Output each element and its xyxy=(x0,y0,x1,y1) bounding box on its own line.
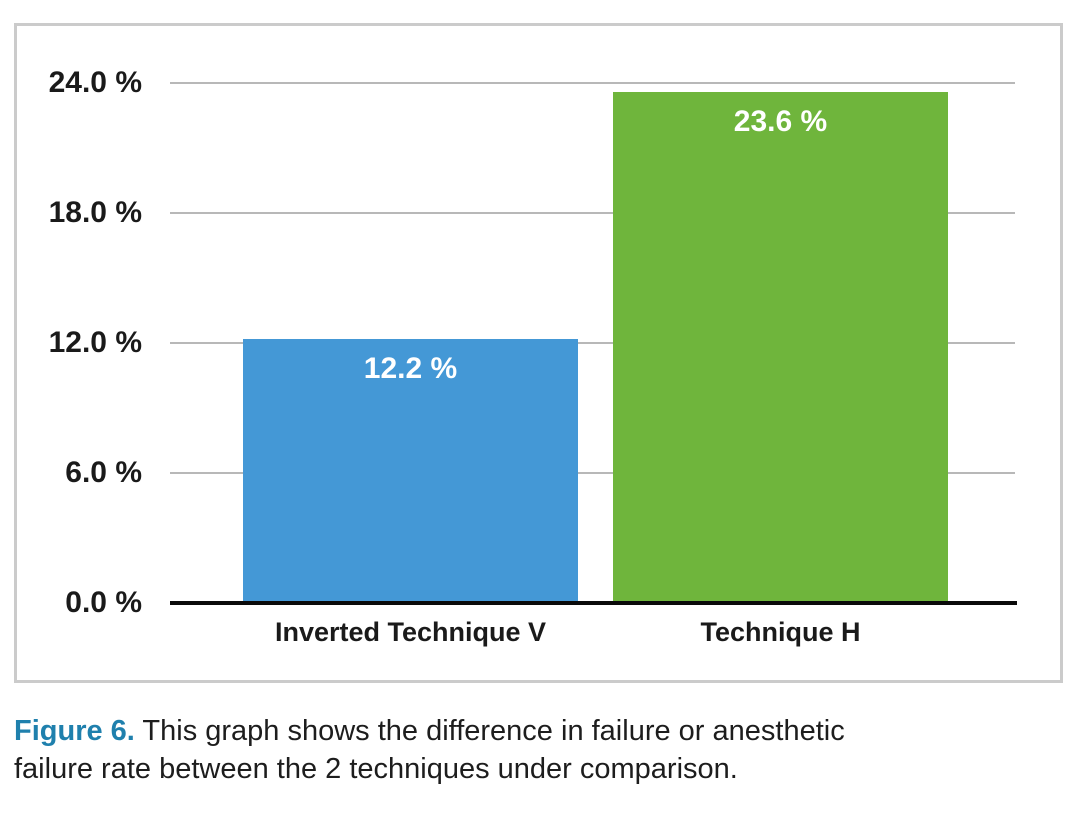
figure-caption: Figure 6. This graph shows the differenc… xyxy=(14,712,1044,788)
x-category-label-technique-h: Technique H xyxy=(700,617,861,647)
gridline-12 xyxy=(170,342,1015,344)
caption-figure-label: Figure 6. xyxy=(14,715,135,747)
y-tick-label-18: 18.0 % xyxy=(48,196,142,229)
y-tick-label-6: 6.0 % xyxy=(65,456,142,489)
x-axis-line xyxy=(170,601,1017,605)
x-category-label-inverted-technique-v: Inverted Technique V xyxy=(274,617,547,647)
caption-line-1: Figure 6. This graph shows the differenc… xyxy=(14,712,1044,750)
gridline-6 xyxy=(170,472,1015,474)
y-tick-label-0: 0.0 % xyxy=(65,586,142,619)
bar-technique-h: 23.6 % xyxy=(613,91,948,603)
y-tick-label-24: 24.0 % xyxy=(48,66,142,99)
gridline-24 xyxy=(170,82,1015,84)
bar-inverted-technique-v: 12.2 % xyxy=(243,338,578,603)
bar-value-label: 23.6 % xyxy=(733,104,828,138)
bar-value-label: 12.2 % xyxy=(363,351,458,385)
gridline-18 xyxy=(170,212,1015,214)
caption-line-1-text: This graph shows the difference in failu… xyxy=(142,715,845,747)
plot-area: 24.0 % 18.0 % 12.0 % 6.0 % 0.0 % 12.2 % … xyxy=(49,68,1017,646)
caption-line-2: failure rate between the 2 techniques un… xyxy=(14,753,738,785)
chart-panel: 24.0 % 18.0 % 12.0 % 6.0 % 0.0 % 12.2 % … xyxy=(14,23,1063,683)
y-tick-label-12: 12.0 % xyxy=(48,326,142,359)
